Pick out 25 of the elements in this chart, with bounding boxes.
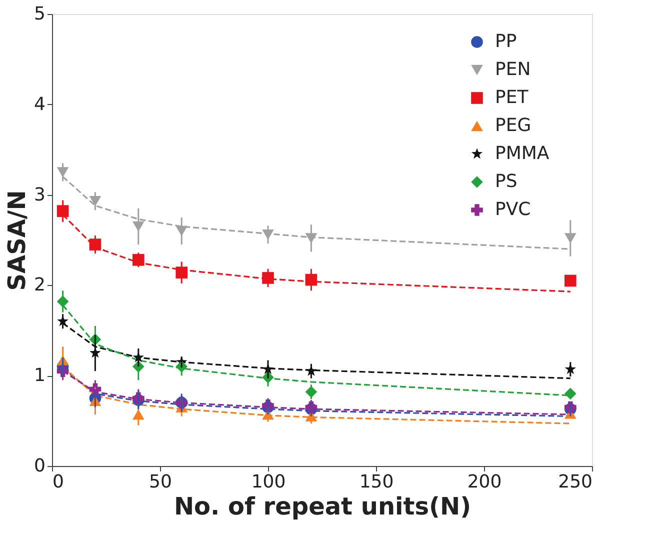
legend-label: PS: [495, 171, 518, 192]
legend-label: PEN: [495, 59, 531, 80]
x-tick-label: 100: [251, 472, 286, 492]
legend-label: PVC: [495, 199, 531, 220]
legend-label: PMMA: [495, 143, 550, 164]
x-tick-label: 0: [52, 472, 64, 492]
x-tick-label: 150: [359, 472, 394, 492]
x-axis-title: No. of repeat units(N): [174, 492, 472, 520]
legend-label: PEG: [495, 115, 532, 136]
point: [564, 274, 576, 287]
y-tick-label: 0: [34, 456, 46, 476]
y-axis-title: SASA/N: [3, 190, 32, 291]
legend-label: PP: [495, 31, 517, 52]
point: [132, 254, 144, 266]
x-tick-label: 50: [149, 472, 172, 492]
point: [176, 266, 188, 278]
x-tick-label: 250: [558, 472, 592, 492]
point: [262, 272, 274, 284]
y-tick-label: 3: [34, 184, 46, 206]
y-tick-label: 4: [34, 94, 46, 115]
y-tick-label: 2: [34, 274, 46, 296]
y-tick-label: 1: [34, 365, 46, 386]
x-tick-label: 200: [467, 472, 502, 492]
y-tick-label: 5: [34, 4, 46, 24]
legend-label: PET: [495, 87, 530, 108]
